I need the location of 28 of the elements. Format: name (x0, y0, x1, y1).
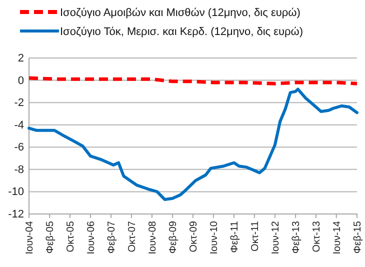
y-tick-label: -6 (14, 142, 24, 154)
x-tick-label: Φεβ-13 (291, 220, 302, 254)
x-tick-label: Οκτ-09 (188, 220, 200, 252)
x-tick-label: Φεβ-09 (168, 220, 180, 254)
y-tick-label: -4 (14, 119, 24, 132)
y-tick-label: -8 (14, 164, 24, 176)
x-tick-label: Ιουν-12 (270, 220, 282, 254)
x-tick-label: Οκτ-11 (250, 220, 261, 252)
y-tick-label: 0 (18, 74, 24, 87)
legend-label: Ισοζύγιο Τόκ, Μερισ. και Κερδ. (12μηνο, δις ευρώ) (60, 26, 304, 38)
y-tick-label: 2 (18, 52, 24, 65)
x-tick-label: Φεβ-15 (352, 220, 364, 254)
x-tick-label: Φεβ-07 (106, 220, 118, 254)
x-tick-label: Οκτ-13 (311, 220, 322, 252)
x-tick-label: Ιουν-06 (86, 220, 97, 254)
legend-label: Ισοζύγιο Αμοιβών και Μισθών (12μηνο, δις ευρώ) (60, 6, 300, 19)
y-tick-label: -10 (8, 186, 24, 198)
x-tick-label: Ιουν-04 (24, 220, 36, 254)
y-tick-label: -2 (14, 97, 24, 110)
x-tick-label: Ιουν-08 (147, 220, 158, 254)
line-series (28, 88, 358, 202)
x-tick-label: Οκτ-05 (65, 220, 76, 252)
x-tick-label: Οκτ-07 (126, 220, 138, 252)
x-tick-label: Φεβ-11 (230, 220, 241, 253)
y-tick-label: -12 (8, 208, 24, 221)
x-tick-label: Ιουν-14 (332, 220, 343, 254)
x-tick-label: Φεβ-05 (45, 220, 56, 254)
x-tick-label: Ιουν-10 (208, 220, 220, 254)
